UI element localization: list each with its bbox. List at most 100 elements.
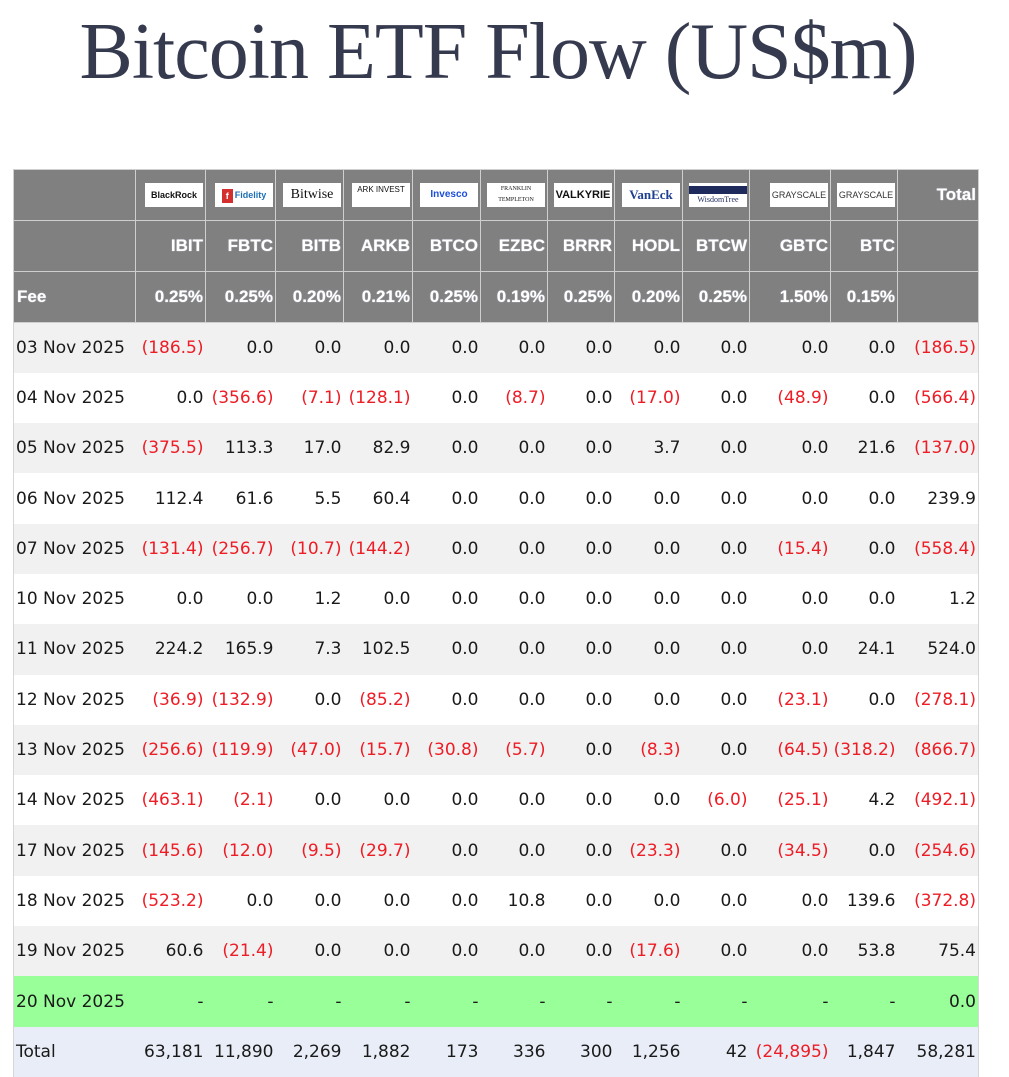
cumulative-total-cell: 2,269 [275, 1026, 344, 1077]
row-date: 12 Nov 2025 [13, 674, 136, 725]
flow-cell: - [412, 976, 481, 1027]
issuer-logo-franklin: FRANKLIN TEMPLETON [480, 169, 548, 221]
flow-cell: 0.0 [830, 473, 898, 524]
flow-cell: 21.6 [830, 423, 898, 474]
flow-cell: 10.8 [480, 875, 548, 927]
flow-cell: 0.0 [275, 875, 344, 927]
flow-cell: 0.0 [682, 423, 750, 474]
flow-cell: 0.0 [682, 926, 750, 977]
flow-cell: 7.3 [275, 624, 344, 675]
flow-cell: (256.7) [205, 523, 276, 574]
flow-cell: 0.0 [343, 775, 413, 826]
row-total-cell: (137.0) [897, 423, 979, 474]
flow-cell: 0.0 [275, 322, 344, 373]
fee-btcw: 0.25% [682, 271, 750, 323]
flow-cell: 82.9 [343, 423, 413, 474]
flow-cell: 0.0 [682, 372, 750, 424]
flow-cell: (9.5) [275, 825, 344, 876]
flow-cell: 0.0 [547, 724, 615, 776]
flow-cell: 0.0 [749, 573, 831, 625]
flow-cell: 0.0 [749, 926, 831, 977]
flow-cell: - [614, 976, 683, 1027]
issuer-logo-bitwise: Bitwise [275, 169, 344, 221]
flow-cell: (12.0) [205, 825, 276, 876]
flow-cell: 0.0 [547, 473, 615, 524]
invesco-logo-icon: Invesco [420, 183, 478, 207]
cumulative-total-cell: 1,882 [343, 1026, 413, 1077]
table-row: 18 Nov 2025 (523.2) 0.0 0.0 0.0 0.0 10.8 0.0 0.0… [13, 875, 979, 927]
row-total-cell: (866.7) [897, 724, 979, 776]
flow-cell: 0.0 [275, 674, 344, 725]
flow-cell: 0.0 [830, 372, 898, 424]
blackrock-logo-icon: BlackRock [145, 183, 203, 207]
flow-cell: 0.0 [480, 423, 548, 474]
flow-cell: (144.2) [343, 523, 413, 574]
flow-cell: 0.0 [135, 372, 206, 424]
flow-table-body: 03 Nov 2025 (186.5) 0.0 0.0 0.0 0.0 0.0 0.0 0.0 0… [13, 322, 979, 1077]
fee-brrr: 0.25% [547, 271, 615, 323]
flow-cell: 1.2 [275, 573, 344, 625]
bitwise-logo-icon: Bitwise [283, 183, 341, 207]
flow-cell: (375.5) [135, 423, 206, 474]
ticker-fbtc: FBTC [205, 220, 276, 272]
flow-cell: 0.0 [749, 624, 831, 675]
row-date: 11 Nov 2025 [13, 624, 136, 675]
flow-cell: 0.0 [547, 926, 615, 977]
issuer-logo-fidelity: f Fidelity [205, 169, 276, 221]
flow-cell: (64.5) [749, 724, 831, 776]
total-row-label: Total [13, 1026, 136, 1077]
table-row: 11 Nov 2025 224.2 165.9 7.3 102.5 0.0 0.0 0.0 0.… [13, 624, 979, 675]
flow-cell: 0.0 [614, 473, 683, 524]
flow-cell: - [830, 976, 898, 1027]
ark-logo-icon: ARK INVEST [352, 183, 410, 207]
row-date: 18 Nov 2025 [13, 875, 136, 927]
flow-cell: 139.6 [830, 875, 898, 927]
fee-label: Fee [13, 271, 136, 323]
flow-cell: 0.0 [412, 523, 481, 574]
flow-cell: 4.2 [830, 775, 898, 826]
flow-cell: 0.0 [830, 322, 898, 373]
cumulative-total-cell: 42 [682, 1026, 750, 1077]
flow-cell: 0.0 [682, 523, 750, 574]
cumulative-total-cell: 1,847 [830, 1026, 898, 1077]
flow-cell: (25.1) [749, 775, 831, 826]
row-date: 10 Nov 2025 [13, 573, 136, 625]
flow-cell: 0.0 [547, 573, 615, 625]
flow-cell: 0.0 [275, 926, 344, 977]
issuer-logo-ark: ARK INVEST [343, 169, 413, 221]
row-date: 17 Nov 2025 [13, 825, 136, 876]
table-row: 04 Nov 2025 0.0 (356.6) (7.1) (128.1) 0.0 (8.7… [13, 372, 979, 424]
flow-cell: (17.6) [614, 926, 683, 977]
flow-cell: 0.0 [682, 322, 750, 373]
flow-cell: - [275, 976, 344, 1027]
fee-btco: 0.25% [412, 271, 481, 323]
flow-cell: 0.0 [614, 523, 683, 574]
table-row: 19 Nov 2025 60.6 (21.4) 0.0 0.0 0.0 0.0 0.0 (17.… [13, 926, 979, 977]
fee-bitb: 0.20% [275, 271, 344, 323]
grayscale-logo-icon: GRAYSCALE [770, 183, 828, 207]
row-total-cell: (186.5) [897, 322, 979, 373]
flow-cell: 0.0 [749, 322, 831, 373]
flow-cell: (7.1) [275, 372, 344, 424]
fee-gbtc: 1.50% [749, 271, 831, 323]
table-row: 17 Nov 2025 (145.6) (12.0) (9.5) (29.7) 0.0 0.… [13, 825, 979, 876]
flow-cell: - [682, 976, 750, 1027]
row-total-cell: (254.6) [897, 825, 979, 876]
flow-cell: (318.2) [830, 724, 898, 776]
issuer-logo-grayscale-gbtc: GRAYSCALE [749, 169, 831, 221]
flow-cell: 0.0 [412, 372, 481, 424]
flow-cell: 0.0 [547, 523, 615, 574]
flow-cell: (5.7) [480, 724, 548, 776]
flow-cell: 0.0 [547, 624, 615, 675]
cumulative-total-cell: 300 [547, 1026, 615, 1077]
flow-cell: 0.0 [614, 573, 683, 625]
flow-cell: 0.0 [135, 573, 206, 625]
ticker-brrr: BRRR [547, 220, 615, 272]
flow-cell: 0.0 [412, 775, 481, 826]
flow-cell: (128.1) [343, 372, 413, 424]
ticker-gbtc: GBTC [749, 220, 831, 272]
flow-cell: 0.0 [682, 473, 750, 524]
flow-cell: 0.0 [343, 322, 413, 373]
fee-fbtc: 0.25% [205, 271, 276, 323]
flow-cell: 0.0 [547, 825, 615, 876]
